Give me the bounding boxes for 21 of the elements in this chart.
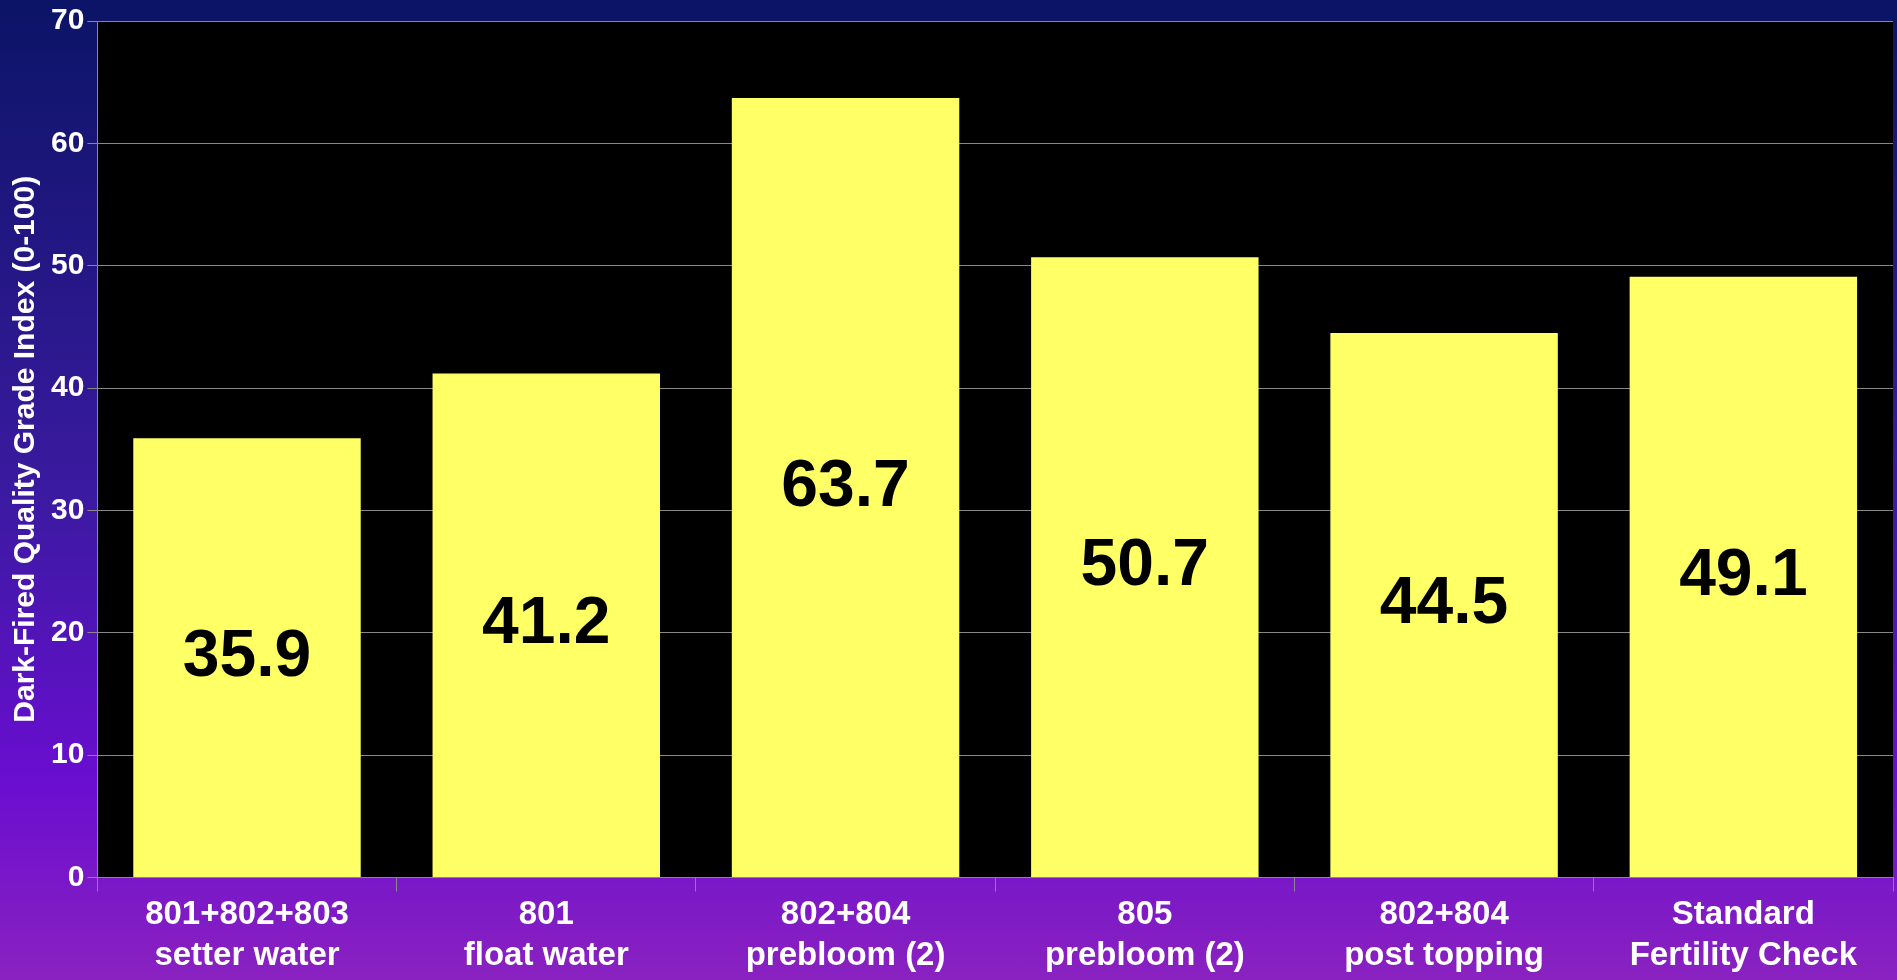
- data-label: 50.7: [1080, 525, 1210, 600]
- y-tick-label: 0: [67, 858, 85, 892]
- x-tick-label: 802+804 post topping: [1344, 894, 1544, 973]
- data-label: 63.7: [781, 445, 910, 520]
- x-tick-label: Standard Fertility Check: [1629, 894, 1858, 973]
- data-label: 35.9: [182, 615, 312, 690]
- data-label: 49.1: [1679, 535, 1808, 610]
- y-tick-label: 20: [50, 614, 85, 648]
- data-label: 41.2: [482, 583, 611, 658]
- x-tick-label: 802+804 prebloom (2): [745, 894, 946, 973]
- data-label: 44.5: [1379, 563, 1509, 638]
- y-tick-label: 70: [50, 2, 85, 36]
- y-tick-label: 50: [50, 246, 85, 280]
- y-tick-label: 40: [50, 369, 85, 403]
- y-axis-title: Dark-Fired Quality Grade Index (0-100): [7, 175, 41, 723]
- x-tick-label: 801+802+803 setter water: [145, 894, 349, 973]
- y-tick-label: 10: [50, 736, 85, 770]
- y-tick-label: 60: [50, 124, 85, 158]
- y-tick-label: 30: [50, 491, 85, 525]
- x-tick-label: 801 float water: [463, 894, 629, 973]
- x-tick-label: 805 prebloom (2): [1044, 894, 1245, 973]
